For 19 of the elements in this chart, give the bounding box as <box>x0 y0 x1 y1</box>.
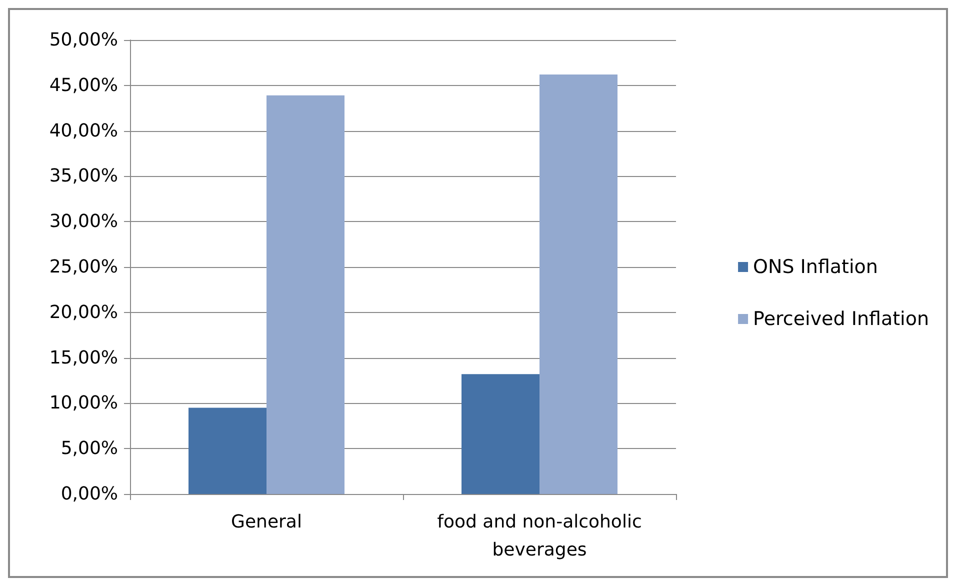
bar <box>266 95 344 494</box>
y-tick-label: 35,00% <box>49 166 118 187</box>
bar <box>188 408 266 494</box>
x-tick-label: General <box>231 512 302 532</box>
y-tick-label: 45,00% <box>49 74 118 96</box>
y-tick-label: 30,00% <box>49 211 118 232</box>
y-tick-label: 20,00% <box>49 302 118 323</box>
y-tick-label: 25,00% <box>49 256 118 278</box>
y-tick-label: 50,00% <box>49 30 118 50</box>
y-tick-label: 0,00% <box>60 484 118 504</box>
y-tick-label: 10,00% <box>49 392 118 414</box>
y-tick-label: 40,00% <box>49 120 118 142</box>
legend-label: Perceived Inflation <box>753 308 930 330</box>
y-tick-label: 15,00% <box>49 347 118 368</box>
legend-label: ONS Inflation <box>753 256 878 278</box>
bar <box>462 374 540 494</box>
y-tick-label: 5,00% <box>60 438 118 460</box>
x-tick-label: food and non-alcoholic beverages <box>437 512 642 560</box>
bar <box>540 74 618 494</box>
